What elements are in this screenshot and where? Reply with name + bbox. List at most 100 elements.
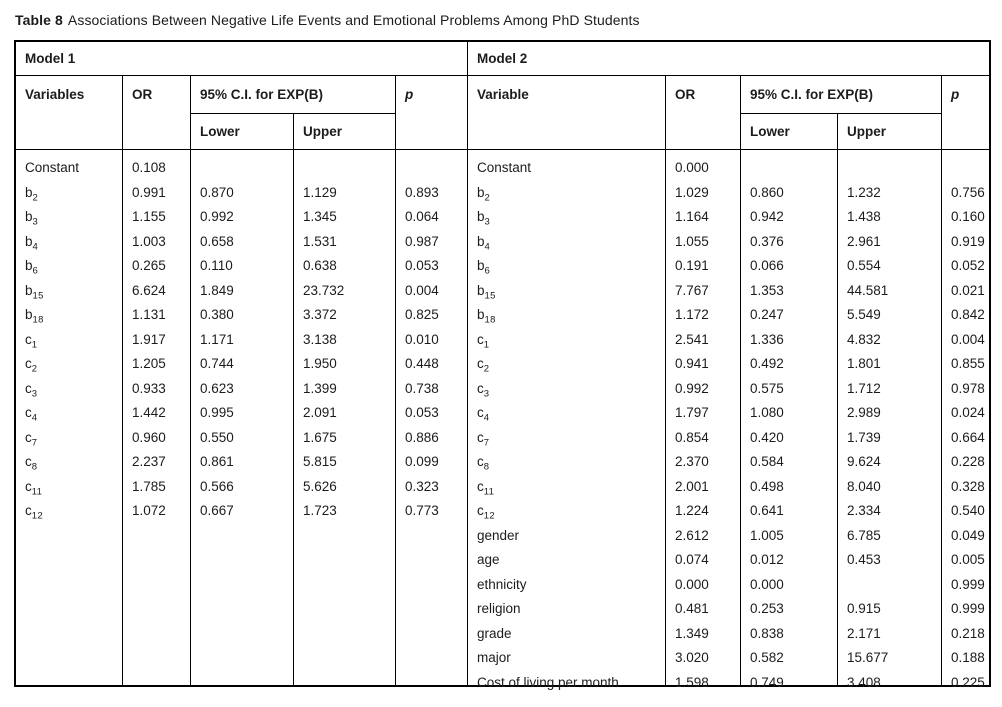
- model1-lower-column: Lower 0.870 0.992 0.658 0.110 1.849 0.380 1.17…: [191, 114, 293, 685]
- lower-cell: 0.744: [200, 356, 234, 371]
- p-cell: 0.893: [405, 184, 439, 200]
- model2-variables-cells: Constant b2 b3 b4 b6 b15 b18 c1 c2 c3 c4 c7 c8 c11 c12…: [468, 150, 665, 690]
- lower-cell: 1.849: [200, 282, 234, 298]
- lower-cell: 0.870: [200, 184, 234, 200]
- upper-cell: [838, 156, 941, 181]
- p-cell: 0.225: [951, 674, 985, 690]
- variable-cell: b2: [25, 184, 39, 204]
- lower-cell: 1.353: [750, 282, 784, 298]
- upper-cell: 5.815: [303, 454, 337, 469]
- p-cell: 0.160: [951, 209, 985, 224]
- model2-upper-header: Upper: [838, 114, 941, 150]
- variable-cell: ethnicity: [477, 576, 527, 592]
- variable-cell: b4: [477, 233, 491, 253]
- upper-cell: 44.581: [847, 282, 889, 298]
- or-cell: 1.598: [675, 674, 709, 690]
- or-cell: 1.349: [675, 625, 709, 641]
- p-cell: 0.855: [951, 356, 985, 371]
- upper-cell: 1.399: [303, 380, 337, 396]
- or-cell: 0.941: [675, 356, 709, 371]
- model2-panel: Model 2 Variable Constant b2 b3 b4 b6 b15 b18 c…: [467, 42, 989, 690]
- p-cell: 0.756: [951, 184, 985, 200]
- upper-cell: 1.531: [303, 233, 337, 249]
- variable-cell: c3: [25, 380, 38, 400]
- p-cell: 0.005: [951, 552, 985, 567]
- upper-cell: 1.712: [847, 380, 881, 396]
- model2-ci-header: 95% C.I. for EXP(B): [741, 76, 941, 114]
- model1-variables-cells: Constant b2 b3 b4 b6 b15 b18 c1 c2 c3 c4 c7 c8 c11 c12: [16, 150, 122, 685]
- or-cell: 1.003: [132, 233, 166, 249]
- lower-cell: 1.005: [750, 527, 784, 543]
- or-cell: 2.001: [675, 478, 709, 494]
- model1-or-header: OR: [123, 76, 190, 150]
- upper-cell: 3.408: [847, 674, 881, 690]
- model1-upper-header: Upper: [294, 114, 395, 150]
- lower-cell: 1.336: [750, 331, 784, 347]
- p-cell: 0.448: [405, 356, 439, 371]
- lower-cell: 0.582: [750, 650, 784, 665]
- upper-cell: 8.040: [847, 478, 881, 494]
- p-cell: 0.999: [951, 601, 985, 616]
- lower-cell: 0.066: [750, 258, 784, 273]
- or-cell: 7.767: [675, 282, 709, 298]
- upper-cell: 0.915: [847, 601, 881, 616]
- model2-lower-column: Lower 0.860 0.942 0.376 0.066 1.353 0.247 1.33…: [741, 114, 837, 690]
- variable-cell: c7: [25, 429, 38, 449]
- upper-cell: [838, 573, 941, 598]
- lower-cell: 1.171: [200, 331, 234, 347]
- p-cell: 0.052: [951, 258, 985, 273]
- lower-cell: 0.247: [750, 307, 784, 322]
- p-cell: 0.188: [951, 650, 985, 665]
- model2-p-header: p: [942, 76, 989, 150]
- p-cell: 0.049: [951, 527, 985, 543]
- lower-cell: 0.861: [200, 454, 234, 469]
- or-cell: 1.917: [132, 331, 166, 347]
- variable-cell: c12: [25, 503, 43, 522]
- model1-variables-header: Variables: [16, 76, 122, 150]
- p-cell: 0.064: [405, 209, 439, 224]
- lower-cell: 0.380: [200, 307, 234, 322]
- lower-cell: 0.550: [200, 429, 234, 445]
- or-cell: 0.265: [132, 258, 166, 273]
- p-cell: 0.999: [951, 576, 985, 592]
- variable-cell: b18: [25, 307, 44, 326]
- upper-cell: 1.739: [847, 429, 881, 445]
- page: Table 8 Associations Between Negative Lif…: [14, 12, 991, 690]
- or-cell: 1.164: [675, 209, 709, 224]
- upper-cell: 3.372: [303, 307, 337, 322]
- p-cell: 0.738: [405, 380, 439, 396]
- or-cell: 0.933: [132, 380, 166, 396]
- or-cell: 1.155: [132, 209, 166, 224]
- lower-cell: 0.110: [200, 258, 233, 273]
- model2-p-cells: 0.756 0.160 0.919 0.052 0.021 0.842 0.004 0.855…: [942, 150, 989, 690]
- upper-cell: 2.334: [847, 503, 881, 518]
- model2-or-column: OR 0.000 1.029 1.164 1.055 0.191 7.767 1.172 2.…: [665, 76, 740, 690]
- upper-cell: 5.549: [847, 307, 881, 322]
- lower-cell: 1.080: [750, 405, 784, 420]
- variable-cell: c1: [25, 331, 38, 351]
- or-cell: 1.442: [132, 405, 166, 420]
- lower-cell: 0.749: [750, 674, 784, 690]
- model1-panel: Model 1 Variables Constant b2 b3 b4 b6 b15 b18…: [16, 42, 467, 685]
- upper-cell: 9.624: [847, 454, 881, 469]
- p-cell: 0.978: [951, 380, 985, 396]
- variable-cell: b15: [477, 282, 496, 302]
- variable-cell: b18: [477, 307, 496, 326]
- model2-lower-cells: 0.860 0.942 0.376 0.066 1.353 0.247 1.336 0.492…: [741, 150, 837, 690]
- lower-cell: 0.566: [200, 478, 234, 494]
- lower-cell: 0.498: [750, 478, 784, 494]
- model2-ci-group: 95% C.I. for EXP(B) Lower 0.860 0.942 0.37…: [740, 76, 941, 690]
- model2-p-column: p 0.756 0.160 0.919 0.052 0.021 0.842 0.004 0.8…: [941, 76, 989, 690]
- variable-cell: Cost of living per month: [477, 674, 619, 690]
- or-cell: 0.000: [675, 160, 709, 175]
- or-cell: 0.854: [675, 429, 709, 445]
- lower-cell: 0.575: [750, 380, 784, 396]
- variable-cell: c1: [477, 331, 490, 351]
- model2-title: Model 2: [468, 42, 989, 76]
- model1-ci-columns: Lower 0.870 0.992 0.658 0.110 1.849 0.380 1.17…: [191, 114, 395, 685]
- variable-cell: b6: [477, 258, 491, 277]
- or-cell: 0.481: [675, 601, 709, 616]
- p-cell: 0.987: [405, 233, 439, 249]
- model1-p-cells: 0.893 0.064 0.987 0.053 0.004 0.825 0.010 0.448…: [396, 150, 467, 685]
- variable-cell: age: [477, 552, 500, 567]
